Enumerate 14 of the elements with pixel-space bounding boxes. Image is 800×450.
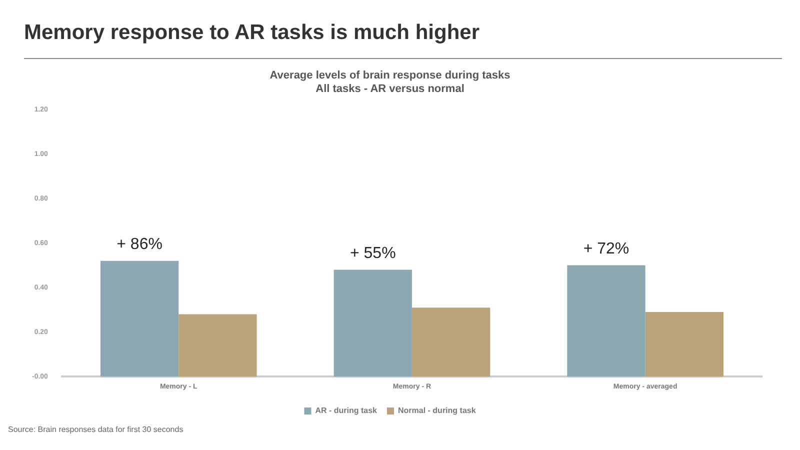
annotation: + 72% bbox=[583, 240, 630, 258]
bar bbox=[645, 312, 724, 377]
bar bbox=[412, 308, 490, 377]
bar bbox=[100, 260, 179, 377]
bar bbox=[567, 265, 646, 377]
bar bbox=[178, 314, 257, 377]
annotation: + 55% bbox=[350, 245, 396, 262]
annotation: + 86% bbox=[116, 236, 162, 254]
source-note: Source: Brain responses data for first 30 seconds bbox=[8, 425, 184, 434]
chart-subtitle: Average levels of brain response during tasks All tasks - AR versus normal bbox=[270, 70, 510, 95]
legend-label: AR - during task bbox=[315, 406, 378, 416]
chart-title: Memory response to AR tasks is much higher bbox=[24, 21, 480, 45]
legend-label: Normal - during task bbox=[398, 406, 476, 416]
bar bbox=[334, 270, 412, 377]
